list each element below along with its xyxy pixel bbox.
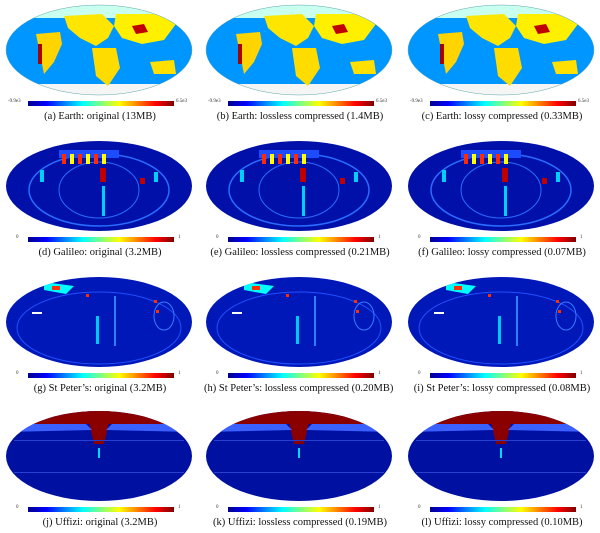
caption: (j) Uffizi: original (3.2MB) bbox=[42, 517, 158, 528]
caption: (a) Earth: original (13MB) bbox=[44, 111, 156, 122]
caption: (l) Uffizi: lossy compressed (0.10MB) bbox=[421, 517, 583, 528]
colorbar bbox=[430, 373, 576, 378]
colorbar-min-label: 0 bbox=[418, 371, 421, 376]
colorbar-max-label: 1 bbox=[178, 235, 181, 240]
colorbar-max-label: 1 bbox=[378, 371, 381, 376]
caption: (c) Earth: lossy compressed (0.33MB) bbox=[421, 111, 583, 122]
colorbar-min-label: 0 bbox=[216, 371, 219, 376]
caption: (f) Galileo: lossy compressed (0.07MB) bbox=[418, 247, 586, 258]
stpeters-map bbox=[408, 277, 594, 367]
colorbar-min-label: 0 bbox=[16, 371, 19, 376]
colorbar-min-label: -9.9e3 bbox=[8, 99, 21, 104]
colorbar bbox=[28, 373, 174, 378]
colorbar-max-label: 1 bbox=[178, 505, 181, 510]
colorbar bbox=[28, 507, 174, 512]
earth-map bbox=[407, 4, 595, 96]
uffizi-map bbox=[408, 411, 594, 501]
colorbar bbox=[228, 237, 374, 242]
earth-map bbox=[205, 4, 393, 96]
uffizi-map bbox=[6, 411, 192, 501]
colorbar-max-label: 6.5e3 bbox=[578, 99, 589, 104]
caption: (h) St Peter’s: lossless compressed (0.2… bbox=[204, 383, 394, 394]
colorbar-max-label: 6.5e3 bbox=[176, 99, 187, 104]
colorbar-max-label: 1 bbox=[378, 505, 381, 510]
colorbar-min-label: 0 bbox=[16, 235, 19, 240]
stpeters-map bbox=[6, 277, 192, 367]
colorbar bbox=[28, 101, 174, 106]
colorbar-max-label: 1 bbox=[580, 371, 583, 376]
caption: (d) Galileo: original (3.2MB) bbox=[38, 247, 162, 258]
galileo-map bbox=[206, 141, 392, 231]
colorbar-min-label: 0 bbox=[16, 505, 19, 510]
colorbar bbox=[430, 507, 576, 512]
colorbar-min-label: 0 bbox=[418, 235, 421, 240]
colorbar-min-label: -9.9e3 bbox=[410, 99, 423, 104]
galileo-map bbox=[408, 141, 594, 231]
colorbar-max-label: 1 bbox=[580, 505, 583, 510]
caption: (i) St Peter’s: lossy compressed (0.08MB… bbox=[413, 383, 591, 394]
stpeters-map bbox=[206, 277, 392, 367]
colorbar-max-label: 1 bbox=[580, 235, 583, 240]
colorbar-max-label: 1 bbox=[178, 371, 181, 376]
colorbar-max-label: 6.5e3 bbox=[376, 99, 387, 104]
colorbar bbox=[228, 507, 374, 512]
colorbar-min-label: -9.9e3 bbox=[208, 99, 221, 104]
caption: (k) Uffizi: lossless compressed (0.19MB) bbox=[213, 517, 387, 528]
uffizi-map bbox=[206, 411, 392, 501]
caption: (g) St Peter’s: original (3.2MB) bbox=[33, 383, 167, 394]
colorbar bbox=[28, 237, 174, 242]
colorbar-min-label: 0 bbox=[418, 505, 421, 510]
colorbar-min-label: 0 bbox=[216, 235, 219, 240]
galileo-map bbox=[6, 141, 192, 231]
colorbar bbox=[228, 373, 374, 378]
caption: (b) Earth: lossless compressed (1.4MB) bbox=[216, 111, 384, 122]
colorbar-min-label: 0 bbox=[216, 505, 219, 510]
colorbar bbox=[430, 101, 576, 106]
colorbar-max-label: 1 bbox=[378, 235, 381, 240]
earth-map bbox=[5, 4, 193, 96]
colorbar bbox=[430, 237, 576, 242]
caption: (e) Galileo: lossless compressed (0.21MB… bbox=[210, 247, 390, 258]
colorbar bbox=[228, 101, 374, 106]
